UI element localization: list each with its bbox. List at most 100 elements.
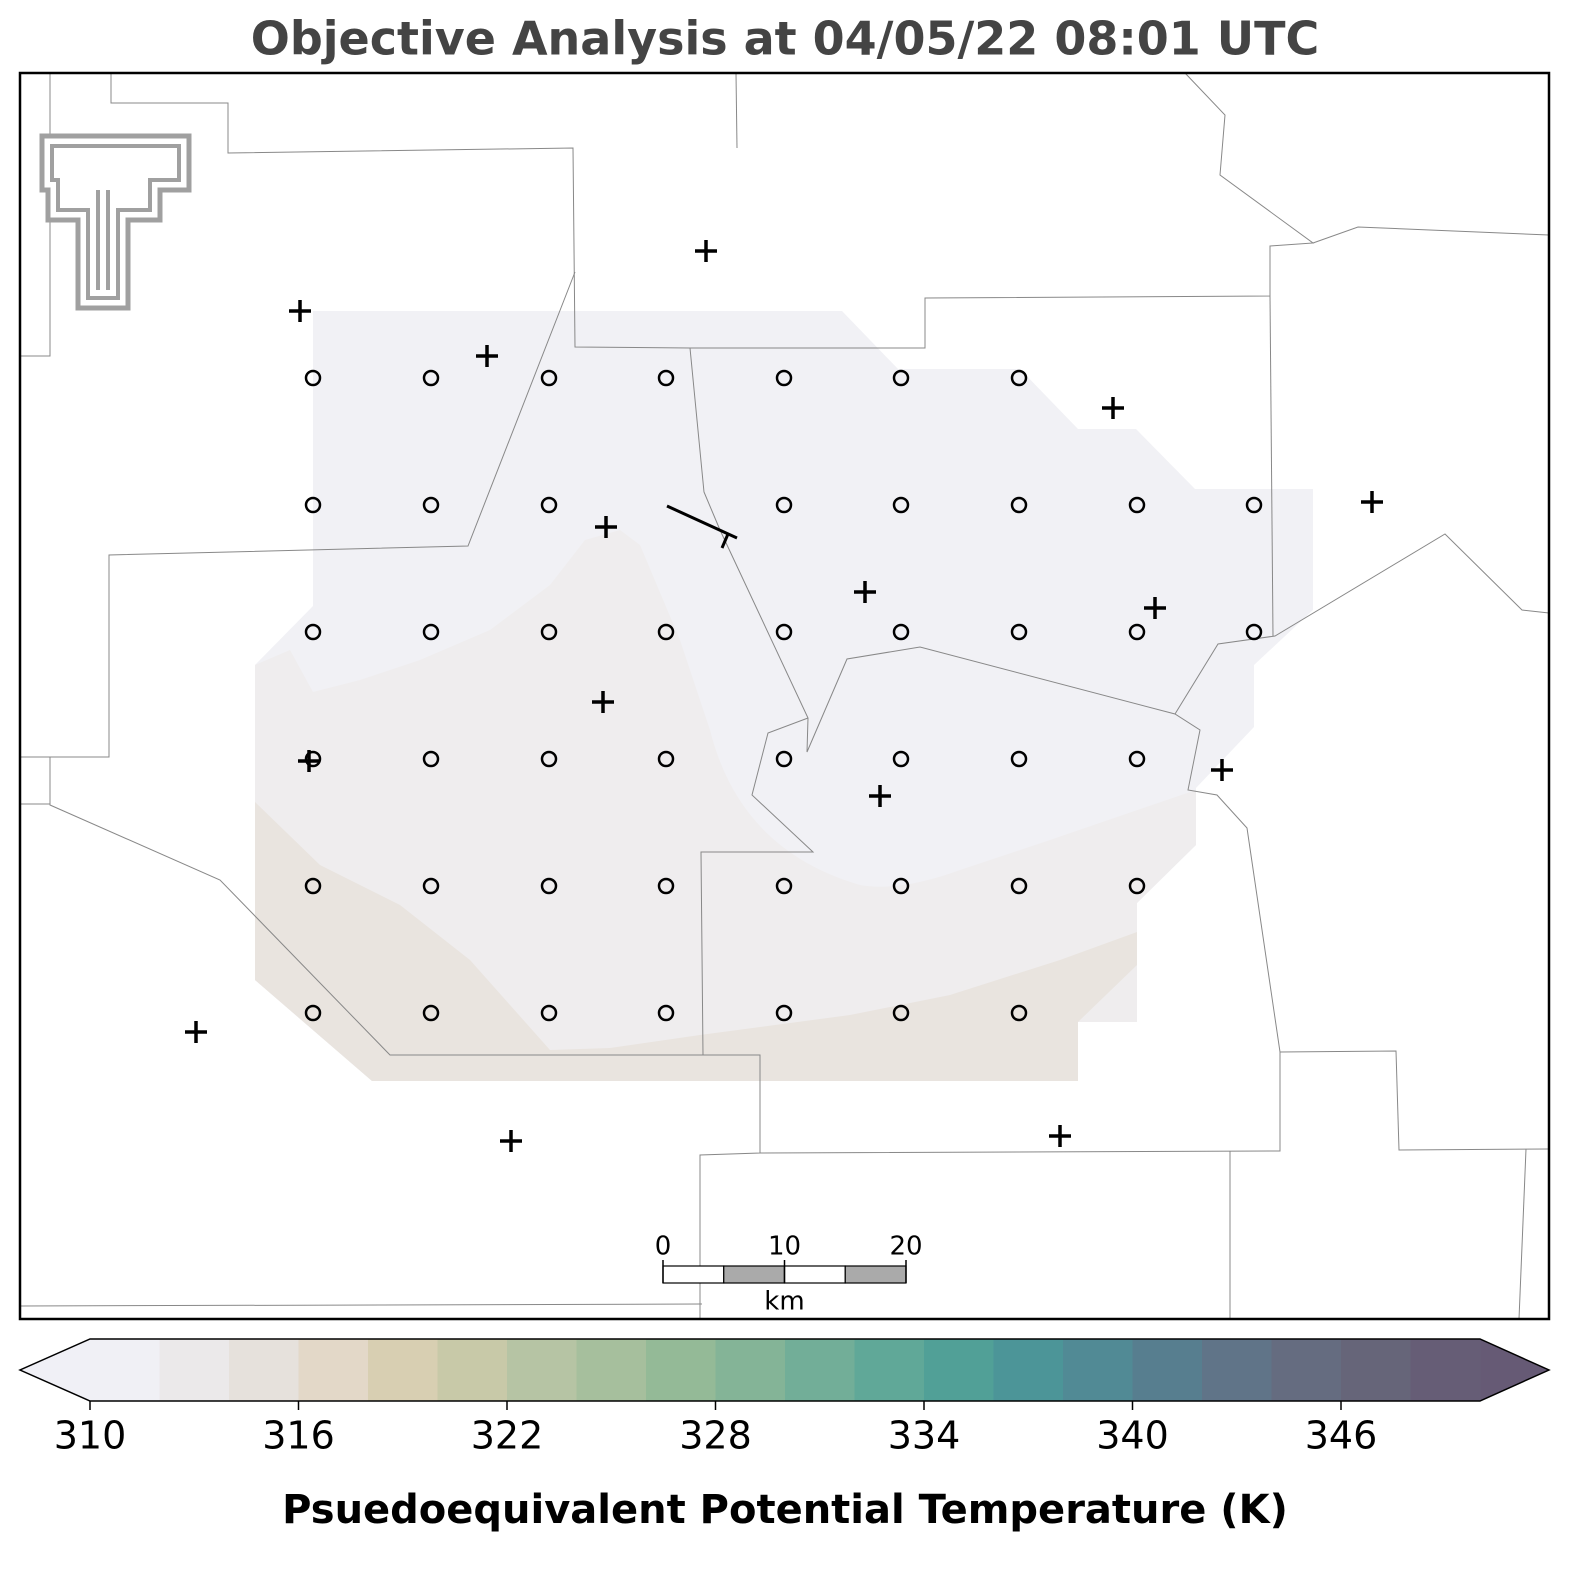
colorbar-bin — [924, 1339, 994, 1401]
title: Objective Analysis at 04/05/22 08:01 UTC — [251, 12, 1320, 66]
station — [1144, 597, 1166, 619]
colorbar-tick-label: 340 — [1096, 1414, 1169, 1458]
grid-point — [540, 496, 558, 514]
scale-label: 0 — [655, 1232, 672, 1262]
grid-point — [1245, 623, 1263, 641]
grid-point — [1010, 369, 1028, 387]
grid-point — [304, 877, 322, 895]
logo — [39, 133, 192, 311]
grid-point — [892, 1004, 910, 1022]
grid-point — [775, 496, 793, 514]
colorbar-bin — [1341, 1339, 1411, 1401]
scale-segment — [783, 1265, 846, 1284]
grid-point — [1128, 877, 1146, 895]
colorbar-bin — [1271, 1339, 1342, 1401]
grid-point — [657, 369, 675, 387]
grid-point — [540, 623, 558, 641]
grid-point — [775, 1004, 793, 1022]
grid-point — [422, 1004, 440, 1022]
grid-point — [422, 496, 440, 514]
colorbar-bin — [437, 1339, 508, 1401]
scale-segment — [723, 1265, 786, 1284]
station — [869, 785, 891, 807]
grid-point — [1128, 623, 1146, 641]
colorbar: 310 316 322 328 334 340 346 — [18, 1338, 1551, 1458]
station — [1211, 759, 1233, 781]
colorbar-bin — [298, 1339, 369, 1401]
grid-point — [657, 877, 675, 895]
grid-point — [1128, 750, 1146, 768]
grid-point — [892, 877, 910, 895]
grid-point — [1010, 877, 1028, 895]
grid-point — [540, 369, 558, 387]
grid-point — [657, 750, 675, 768]
scale-label: 10 — [768, 1232, 801, 1262]
colorbar-bin — [854, 1339, 925, 1401]
colorbar-bin — [507, 1339, 577, 1401]
station — [500, 1130, 522, 1152]
station — [1102, 397, 1124, 419]
grid-point — [304, 496, 322, 514]
grid-point — [304, 750, 322, 768]
map-frame — [18, 71, 1551, 1321]
station — [854, 581, 876, 603]
grid-point — [1010, 623, 1028, 641]
grid-point — [1010, 750, 1028, 768]
colorbar-tick-label: 346 — [1305, 1414, 1378, 1458]
analysis-grid — [304, 369, 1263, 1022]
grid-point — [540, 877, 558, 895]
grid-point — [422, 877, 440, 895]
colorbar-tick-label: 334 — [888, 1414, 961, 1458]
colorbar-bin — [1202, 1339, 1272, 1401]
station — [185, 1021, 207, 1043]
station — [476, 345, 498, 367]
grid-point — [422, 623, 440, 641]
grid-point — [540, 1004, 558, 1022]
scale-segment — [844, 1265, 907, 1284]
grid-point — [892, 623, 910, 641]
grid-point — [304, 1004, 322, 1022]
colorbar-under — [20, 1339, 90, 1401]
colorbar-bin — [785, 1339, 855, 1401]
colorbar-bin — [715, 1339, 786, 1401]
station — [1049, 1125, 1071, 1147]
colorbar-bin — [368, 1339, 438, 1401]
station — [595, 516, 617, 538]
colorbar-tick-label: 322 — [471, 1414, 544, 1458]
grid-point — [775, 369, 793, 387]
colorbar-bin — [1410, 1339, 1481, 1401]
station — [592, 691, 614, 713]
station — [1361, 491, 1383, 513]
scale-segment — [662, 1265, 725, 1284]
grid-point — [775, 750, 793, 768]
station — [695, 240, 717, 262]
colorbar-outline — [18, 1338, 1551, 1402]
grid-point — [892, 496, 910, 514]
grid-point — [892, 750, 910, 768]
grid-point — [1128, 496, 1146, 514]
colorbar-bin — [646, 1339, 716, 1401]
colorbar-label: Psuedoequivalent Potential Temperature (… — [282, 1487, 1288, 1533]
colorbar-tick-label: 328 — [679, 1414, 752, 1458]
colorbar-bin — [1132, 1339, 1203, 1401]
contour-fill — [255, 802, 1137, 1081]
colorbar-bin — [159, 1339, 230, 1401]
scale-bar: 0 10 20 km — [655, 1232, 923, 1317]
colorbar-bin — [90, 1339, 160, 1401]
colorbar-tick-label: 310 — [54, 1414, 127, 1458]
grid-point — [1010, 1004, 1028, 1022]
wind-barb — [666, 504, 738, 549]
colorbar-tick-label: 316 — [262, 1414, 335, 1458]
colorbar-bin — [576, 1339, 647, 1401]
grid-point — [304, 369, 322, 387]
grid-point — [775, 623, 793, 641]
contour-fill — [255, 530, 1196, 1081]
stations — [185, 240, 1383, 1152]
colorbar-bin — [1063, 1339, 1133, 1401]
scale-unit: km — [764, 1287, 804, 1317]
county-lines — [19, 72, 1550, 1320]
station — [289, 300, 311, 322]
colorbar-bin — [229, 1339, 299, 1401]
grid-point — [540, 750, 558, 768]
